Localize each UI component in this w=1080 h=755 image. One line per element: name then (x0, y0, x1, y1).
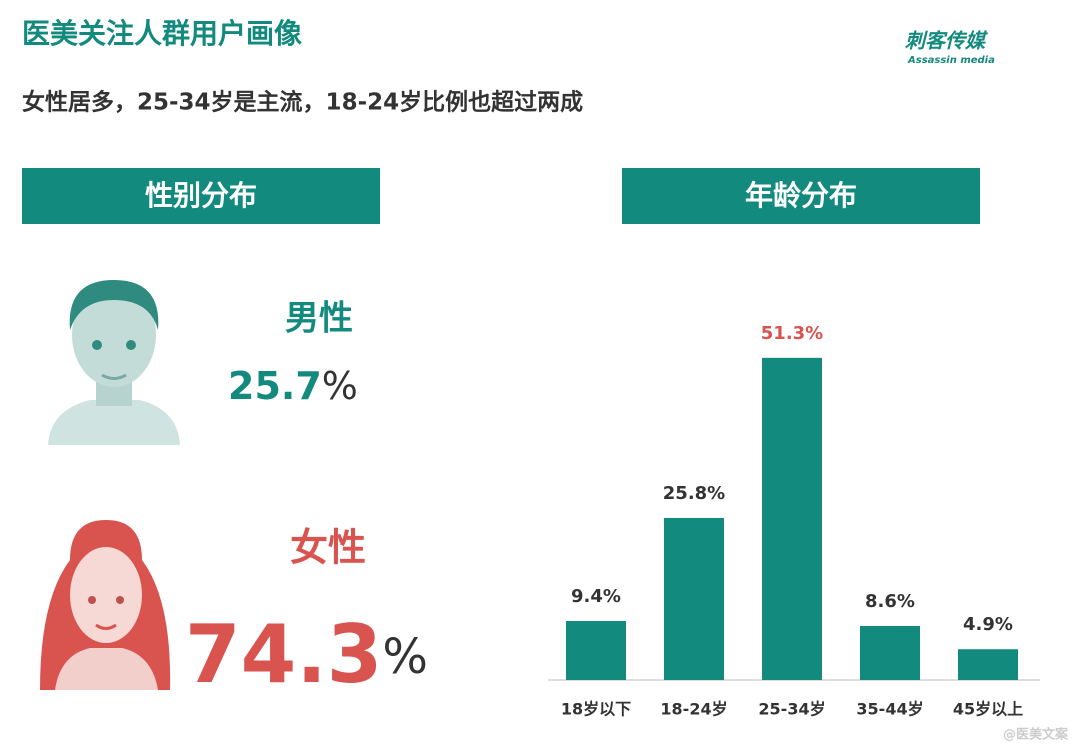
x-tick-label: 25-34岁 (758, 700, 825, 719)
value-label: 51.3% (761, 323, 823, 344)
bar (762, 357, 822, 680)
x-tick-label: 18岁以下 (561, 700, 631, 719)
subtitle: 女性居多，25-34岁是主流，18-24岁比例也超过两成 (22, 89, 583, 116)
x-tick-label: 45岁以上 (953, 700, 1023, 719)
x-tick-label: 18-24岁 (660, 700, 727, 719)
bar (664, 517, 724, 680)
bar (958, 649, 1018, 680)
value-label: 8.6% (865, 591, 915, 612)
panel-title: 年龄分布 (745, 179, 857, 212)
panel-header (622, 168, 980, 224)
panel-header (22, 168, 380, 224)
female-unit: % (382, 629, 428, 685)
female-label: 女性 (290, 526, 366, 570)
panel-title: 性别分布 (145, 179, 257, 212)
logo: 刺客传媒 (905, 29, 989, 53)
male-unit: % (322, 364, 358, 408)
male-value-number: 25.7 (228, 364, 322, 408)
female-icon (40, 520, 171, 690)
male-icon (48, 280, 180, 445)
logo-sub: Assassin media (907, 55, 995, 66)
female-value: 74.3% (185, 608, 428, 701)
value-label: 9.4% (571, 586, 621, 607)
title: 医美关注人群用户画像 (22, 17, 303, 50)
value-label: 25.8% (663, 483, 725, 504)
male-label: 男性 (285, 299, 353, 339)
male-value: 25.7% (228, 364, 358, 408)
bar (860, 625, 920, 680)
x-tick-label: 35-44岁 (856, 700, 923, 719)
watermark: @医美文案 (1003, 727, 1069, 743)
female-value-number: 74.3 (185, 608, 382, 701)
value-label: 4.9% (963, 614, 1013, 635)
bar (566, 620, 626, 680)
